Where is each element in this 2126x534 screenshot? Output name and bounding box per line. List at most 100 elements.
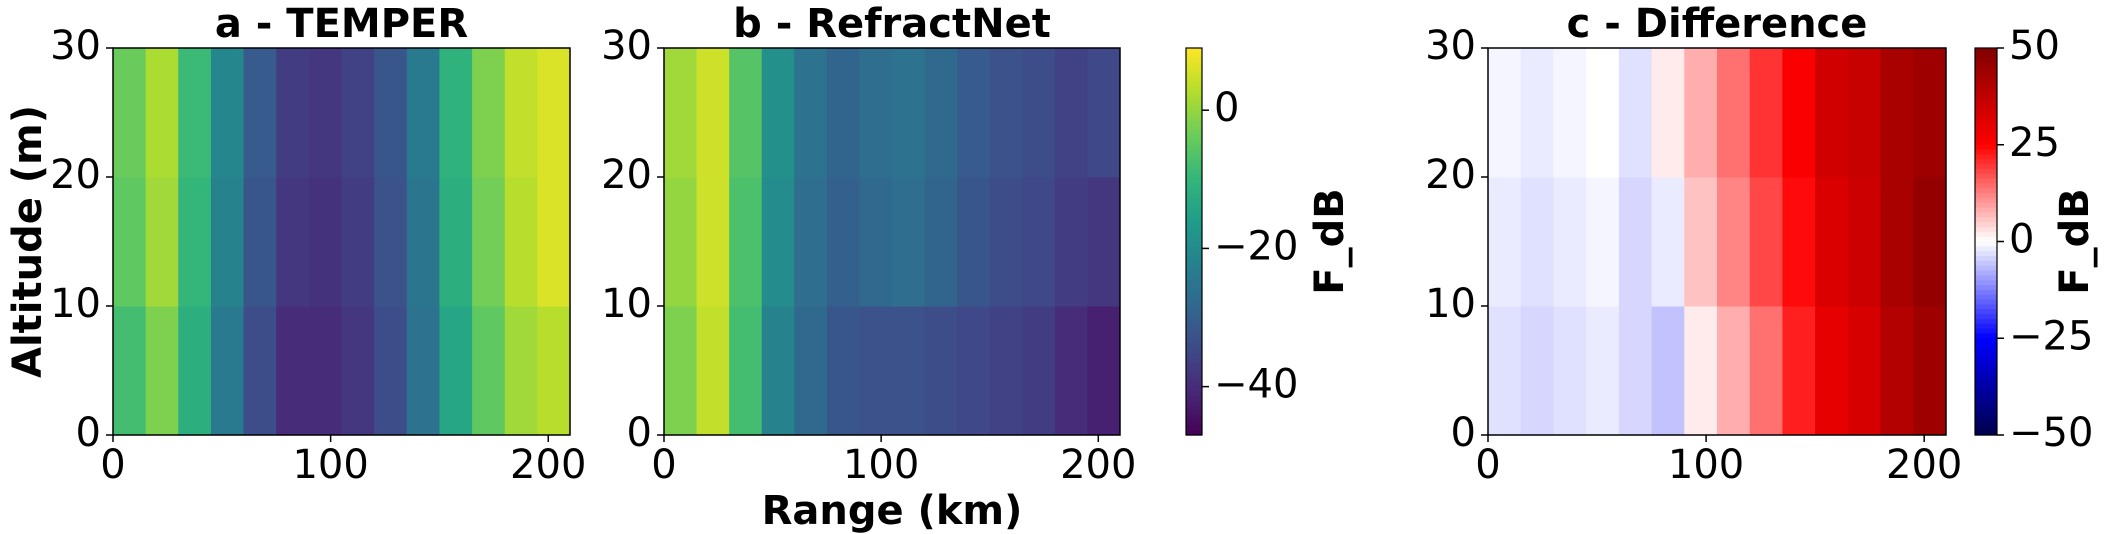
colorbar-swatch xyxy=(1975,62,1997,68)
colorbar-swatch xyxy=(1975,130,1997,136)
heatmap-cell xyxy=(859,306,893,436)
colorbar-swatch xyxy=(1975,168,1997,175)
heatmap-cell xyxy=(696,306,730,436)
heatmap-cell xyxy=(1553,177,1587,307)
heatmap-cell xyxy=(145,48,179,178)
heatmap-cell xyxy=(892,177,926,307)
heatmap-cell xyxy=(178,48,212,178)
heatmap-cell xyxy=(859,48,893,178)
heatmap-cell xyxy=(1553,306,1587,436)
heatmap-cell xyxy=(504,48,538,178)
x-tick-label: 100 xyxy=(292,442,368,488)
colorbar-swatch xyxy=(1975,149,1997,156)
colorbar-swatch xyxy=(1186,168,1202,175)
heatmap-cell xyxy=(145,306,179,436)
heatmap-cell xyxy=(1847,306,1882,436)
colorbar-swatch xyxy=(1975,260,1997,267)
colorbar-swatch xyxy=(1186,347,1202,354)
x-tick-label: 200 xyxy=(1060,442,1136,488)
colorbar-tick-label: −40 xyxy=(1214,362,1298,408)
colorbar-swatch xyxy=(1975,77,1997,83)
colorbar-swatch xyxy=(1975,86,1997,93)
colorbar-swatch xyxy=(1975,135,1997,141)
colorbar-swatch xyxy=(1975,381,1997,388)
colorbar-swatch xyxy=(1975,144,1997,151)
colorbar-swatch xyxy=(1186,304,1202,310)
colorbar-swatch xyxy=(1975,226,1997,233)
colorbar-swatch xyxy=(1186,256,1202,262)
colorbar-swatch xyxy=(1186,91,1202,97)
heatmap-cell xyxy=(859,177,893,307)
colorbar-swatch xyxy=(1975,202,1997,209)
heatmap-cell xyxy=(1618,48,1653,178)
heatmap-cell xyxy=(1684,306,1718,436)
y-tick-label: 10 xyxy=(1425,281,1476,327)
heatmap-cell xyxy=(210,177,245,307)
heatmap-cell xyxy=(374,306,408,436)
heatmap-cell xyxy=(504,306,538,436)
heatmap-cell xyxy=(1586,177,1620,307)
heatmap-cell xyxy=(664,48,698,178)
heatmap-cell xyxy=(1488,177,1522,307)
colorbar-swatch xyxy=(1975,333,1997,339)
heatmap-cell xyxy=(1815,177,1849,307)
axes-frame xyxy=(663,47,1121,436)
colorbar-swatch xyxy=(1975,401,1997,407)
colorbar-swatch xyxy=(1186,314,1202,320)
colorbar-swatch xyxy=(1975,289,1997,296)
colorbar-tick-label: 25 xyxy=(2009,120,2060,166)
colorbar-swatch xyxy=(1975,294,1997,301)
heatmap-cell xyxy=(341,177,375,307)
heatmap-cell xyxy=(1520,48,1554,178)
colorbar-swatch xyxy=(1186,231,1202,238)
heatmap-cell xyxy=(341,306,375,436)
heatmap-cell xyxy=(1717,48,1751,178)
heatmap-cell xyxy=(308,177,342,307)
heatmap-cell xyxy=(1087,177,1121,307)
colorbar-swatch xyxy=(1186,115,1202,122)
colorbar-swatch xyxy=(1975,110,1997,117)
x-tick-label: 100 xyxy=(1668,442,1744,488)
x-tick-label: 0 xyxy=(651,442,676,488)
colorbar-swatch xyxy=(1186,207,1202,214)
heatmap-cell xyxy=(145,177,179,307)
heatmap-cell xyxy=(892,48,926,178)
colorbar-swatch xyxy=(1975,217,1997,223)
heatmap-cell xyxy=(924,306,958,436)
colorbar-swatch xyxy=(1186,376,1202,383)
colorbar-swatch xyxy=(1975,106,1997,112)
colorbar-frame xyxy=(1185,47,1203,436)
colorbar-swatch xyxy=(1975,91,1997,97)
colorbar-swatch xyxy=(1975,275,1997,281)
colorbar-swatch xyxy=(1186,197,1202,204)
colorbar-swatch xyxy=(1186,86,1202,93)
colorbar-swatch xyxy=(1186,357,1202,364)
colorbar-swatch xyxy=(1975,207,1997,214)
colorbar-swatch xyxy=(1975,318,1997,325)
colorbar-swatch xyxy=(1186,81,1202,88)
heatmap-cell xyxy=(276,306,310,436)
colorbar-swatch xyxy=(1975,386,1997,393)
colorbar-swatch xyxy=(1975,347,1997,354)
heatmap-cell xyxy=(1880,306,1914,436)
heatmap-cell xyxy=(1913,48,1947,178)
colorbar-swatch xyxy=(1186,144,1202,151)
colorbar-swatch xyxy=(1186,149,1202,156)
colorbar-swatch xyxy=(1186,352,1202,359)
colorbar-swatch xyxy=(1186,110,1202,117)
colorbar-swatch xyxy=(1186,67,1202,73)
heatmap-cell xyxy=(210,48,245,178)
colorbar-swatch xyxy=(1186,410,1202,417)
colorbar-swatch xyxy=(1975,256,1997,262)
heatmap-cell xyxy=(439,177,473,307)
colorbar-swatch xyxy=(1186,420,1202,426)
colorbar-swatch xyxy=(1975,425,1997,431)
colorbar-swatch xyxy=(1975,197,1997,204)
colorbar-swatch xyxy=(1186,425,1202,431)
colorbar-swatch xyxy=(1186,52,1202,59)
colorbar-swatch xyxy=(1186,415,1202,422)
heatmap-cell xyxy=(957,306,991,436)
colorbar-swatch xyxy=(1186,130,1202,136)
heatmap-cell xyxy=(113,306,147,436)
x-tick-label: 0 xyxy=(1475,442,1500,488)
